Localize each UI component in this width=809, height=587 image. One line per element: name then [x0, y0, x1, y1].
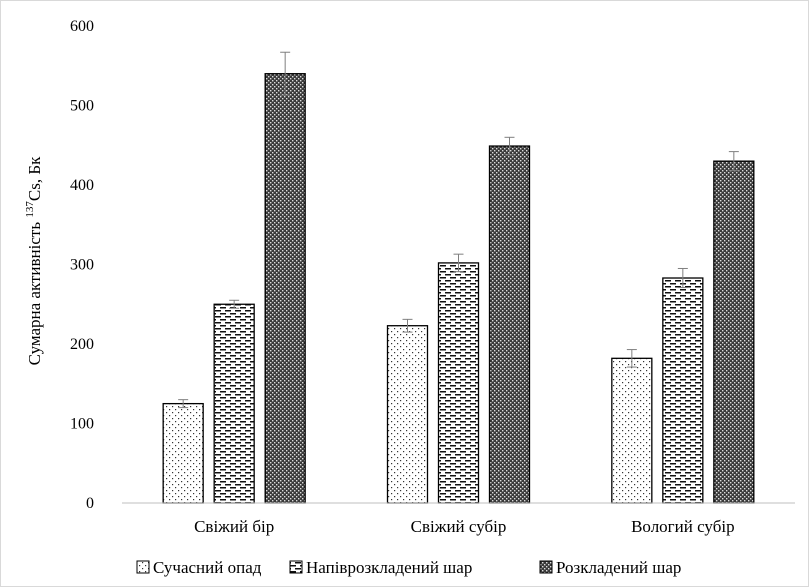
- y-axis-title-suffix: Cs, Бк: [25, 156, 44, 201]
- legend-label: Сучасний опад: [153, 558, 262, 577]
- bar: [611, 357, 653, 504]
- bar: [488, 145, 531, 504]
- y-axis-title-prefix: Сумарна активність: [25, 218, 44, 366]
- y-tick-label: 600: [70, 18, 94, 35]
- legend-swatch: [136, 560, 150, 574]
- category-label: Свіжий бір: [194, 517, 274, 536]
- y-tick-label: 500: [70, 98, 94, 115]
- legend-label: Напіврозкладений шар: [306, 558, 472, 577]
- y-tick-label: 400: [70, 177, 94, 194]
- y-axis-title: Сумарна активність 137Cs, Бк: [24, 156, 44, 365]
- legend-swatch: [539, 560, 553, 574]
- y-tick-label: 200: [70, 336, 94, 353]
- category-label: Вологий субір: [631, 517, 735, 536]
- bar: [213, 303, 255, 504]
- legend-label: Розкладений шар: [556, 558, 681, 577]
- bar: [386, 325, 429, 504]
- category-labels: Свіжий бір Свіжий субір Вологий субір: [194, 517, 734, 536]
- y-tick-label: 100: [70, 416, 94, 433]
- category-label: Свіжий субір: [411, 517, 507, 536]
- legend: Сучасний опад Напіврозкладений шар Розклад…: [136, 558, 681, 577]
- bar: [162, 402, 204, 504]
- bar: [662, 277, 704, 504]
- bar: [713, 160, 755, 504]
- y-axis-ticks: 0 100 200 300 400 500 600: [70, 18, 94, 512]
- y-tick-label: 300: [70, 257, 94, 274]
- bar: [437, 262, 480, 504]
- y-axis-title-sup: 137: [24, 201, 36, 218]
- legend-swatch: [289, 560, 303, 574]
- y-tick-label: 0: [86, 495, 94, 512]
- bar: [264, 73, 306, 504]
- bars-group: [162, 51, 755, 504]
